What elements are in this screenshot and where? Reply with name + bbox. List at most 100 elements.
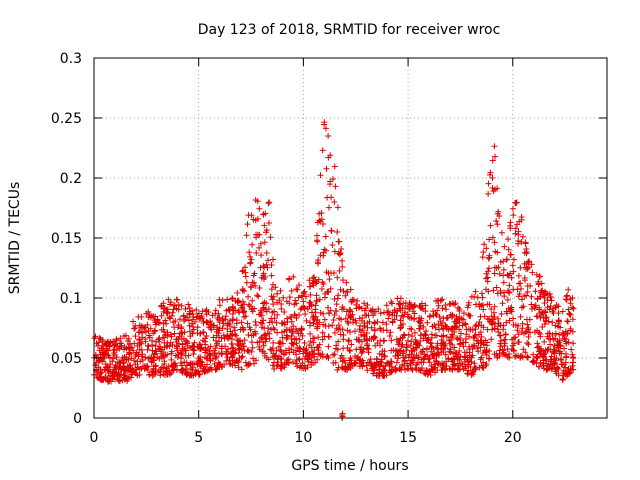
data-point xyxy=(394,355,401,362)
data-point xyxy=(170,302,177,309)
data-point xyxy=(191,339,198,346)
data-point xyxy=(515,231,522,238)
data-point xyxy=(227,328,234,335)
data-point xyxy=(401,311,408,318)
data-point xyxy=(266,330,273,337)
data-point xyxy=(569,354,576,361)
data-point xyxy=(423,337,430,344)
data-point xyxy=(537,345,544,352)
data-point xyxy=(258,309,265,316)
data-point xyxy=(451,355,458,362)
data-point xyxy=(296,282,303,289)
data-point xyxy=(397,325,404,332)
data-point xyxy=(344,289,351,296)
data-point xyxy=(279,334,286,341)
data-point xyxy=(292,297,299,304)
data-point xyxy=(530,351,537,358)
data-point xyxy=(514,240,521,247)
data-point xyxy=(564,367,571,374)
data-point xyxy=(498,311,505,318)
data-point xyxy=(227,323,234,330)
data-point xyxy=(502,331,509,338)
data-point xyxy=(307,283,314,290)
data-point xyxy=(263,335,270,342)
data-point xyxy=(244,320,251,327)
data-point xyxy=(229,311,236,318)
data-point xyxy=(288,346,295,353)
data-point xyxy=(497,332,504,339)
data-point xyxy=(469,326,476,333)
data-point xyxy=(554,364,561,371)
data-point xyxy=(101,352,108,359)
data-point xyxy=(322,233,329,240)
data-point xyxy=(515,322,522,329)
data-point xyxy=(96,357,103,364)
data-point xyxy=(511,340,518,347)
data-point xyxy=(311,351,318,358)
data-point xyxy=(489,157,496,164)
data-point xyxy=(522,349,529,356)
data-point xyxy=(501,243,508,250)
data-point xyxy=(483,270,490,277)
data-point xyxy=(515,293,522,300)
data-point xyxy=(226,357,233,364)
data-point xyxy=(263,308,270,315)
data-point xyxy=(301,339,308,346)
data-point xyxy=(483,342,490,349)
data-point xyxy=(478,354,485,361)
data-point xyxy=(408,338,415,345)
data-point xyxy=(263,227,270,234)
data-point xyxy=(227,361,234,368)
data-point xyxy=(230,316,237,323)
data-point xyxy=(535,348,542,355)
data-point xyxy=(324,194,331,201)
data-points xyxy=(91,119,577,421)
data-point xyxy=(97,376,104,383)
data-point xyxy=(276,339,283,346)
data-point xyxy=(389,319,396,326)
data-point xyxy=(293,351,300,358)
data-point xyxy=(144,363,151,370)
data-point xyxy=(250,279,257,286)
data-point xyxy=(512,334,519,341)
data-point xyxy=(132,361,139,368)
data-point xyxy=(462,365,469,372)
data-point xyxy=(216,302,223,309)
data-point xyxy=(488,305,495,312)
data-point xyxy=(249,344,256,351)
data-point xyxy=(363,312,370,319)
data-point xyxy=(339,263,346,270)
data-point xyxy=(288,335,295,342)
data-point xyxy=(181,317,188,324)
data-point xyxy=(550,361,557,368)
data-point xyxy=(449,358,456,365)
data-point xyxy=(206,351,213,358)
data-point xyxy=(155,368,162,375)
data-point xyxy=(115,365,122,372)
data-point xyxy=(494,210,501,217)
data-point xyxy=(389,300,396,307)
data-point xyxy=(325,323,332,330)
data-point xyxy=(563,336,570,343)
data-point xyxy=(186,322,193,329)
data-point xyxy=(307,338,314,345)
data-point xyxy=(443,333,450,340)
data-point xyxy=(260,339,267,346)
data-point xyxy=(311,274,318,281)
data-point xyxy=(317,352,324,359)
data-point xyxy=(320,310,327,317)
data-point xyxy=(388,366,395,373)
data-point xyxy=(500,279,507,286)
data-point xyxy=(509,262,516,269)
data-point xyxy=(424,319,431,326)
data-point xyxy=(261,264,268,271)
data-point xyxy=(507,251,514,258)
data-point xyxy=(570,340,577,347)
data-point xyxy=(454,336,461,343)
data-point xyxy=(104,364,111,371)
data-point xyxy=(300,365,307,372)
data-point xyxy=(253,322,260,329)
data-point xyxy=(169,341,176,348)
data-point xyxy=(231,324,238,331)
data-point xyxy=(427,340,434,347)
